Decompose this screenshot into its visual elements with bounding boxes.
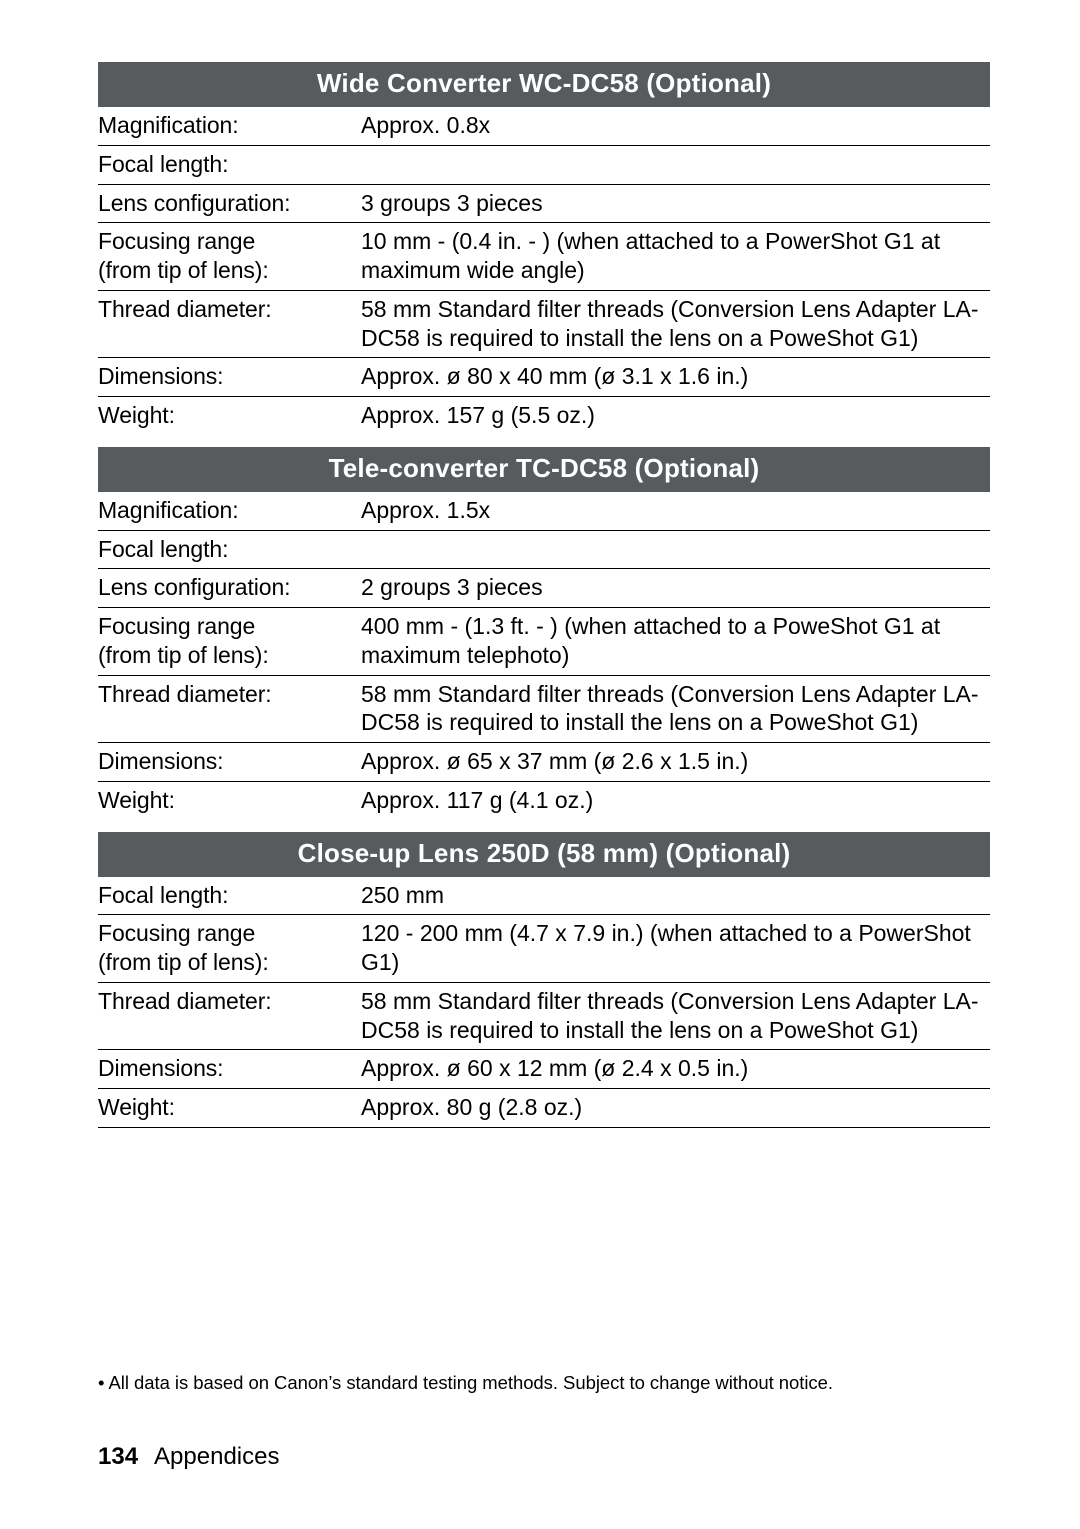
section-header-wide-converter: Wide Converter WC-DC58 (Optional) xyxy=(98,62,990,107)
spec-label: Lens configuration: xyxy=(98,569,361,608)
table-row: Focusing range(from tip of lens): 10 mm … xyxy=(98,223,990,291)
spec-value xyxy=(361,145,990,184)
spec-value: 120 - 200 mm (4.7 x 7.9 in.) (when attac… xyxy=(361,915,990,983)
table-row: Magnification: Approx. 0.8x xyxy=(98,107,990,145)
page-footer: 134 Appendices xyxy=(98,1443,279,1471)
spec-label: Focal length: xyxy=(98,145,361,184)
table-row: Focal length: 250 mm xyxy=(98,877,990,915)
spec-label: Magnification: xyxy=(98,107,361,145)
spec-label: Dimensions: xyxy=(98,1050,361,1089)
spec-value: Approx. 1.5x xyxy=(361,492,990,530)
table-row: Lens configuration: 2 groups 3 pieces xyxy=(98,569,990,608)
spec-value: 58 mm Standard filter threads (Conversio… xyxy=(361,675,990,743)
table-row: Focal length: xyxy=(98,530,990,569)
spec-label: Dimensions: xyxy=(98,743,361,782)
table-row: Thread diameter: 58 mm Standard filter t… xyxy=(98,290,990,358)
spec-label: Thread diameter: xyxy=(98,675,361,743)
spec-label: Thread diameter: xyxy=(98,982,361,1050)
spec-label: Magnification: xyxy=(98,492,361,530)
spec-label: Focal length: xyxy=(98,877,361,915)
spec-value: 10 mm - (0.4 in. - ) (when attached to a… xyxy=(361,223,990,291)
section-header-tele-converter: Tele-converter TC-DC58 (Optional) xyxy=(98,447,990,492)
table-row: Dimensions: Approx. ø 80 x 40 mm (ø 3.1 … xyxy=(98,358,990,397)
footnote-text: • All data is based on Canon’s standard … xyxy=(98,1372,833,1394)
table-row: Dimensions: Approx. ø 65 x 37 mm (ø 2.6 … xyxy=(98,743,990,782)
spec-label: Thread diameter: xyxy=(98,290,361,358)
footer-section-name: Appendices xyxy=(154,1443,279,1470)
spec-label: Focusing range(from tip of lens): xyxy=(98,608,361,676)
table-row: Weight: Approx. 157 g (5.5 oz.) xyxy=(98,397,990,435)
spec-value xyxy=(361,530,990,569)
spec-value: Approx. 117 g (4.1 oz.) xyxy=(361,781,990,819)
table-row: Magnification: Approx. 1.5x xyxy=(98,492,990,530)
spec-label: Weight: xyxy=(98,397,361,435)
table-row: Thread diameter: 58 mm Standard filter t… xyxy=(98,982,990,1050)
table-row: Dimensions: Approx. ø 60 x 12 mm (ø 2.4 … xyxy=(98,1050,990,1089)
spec-value: 250 mm xyxy=(361,877,990,915)
table-row: Focal length: xyxy=(98,145,990,184)
spec-value: Approx. ø 60 x 12 mm (ø 2.4 x 0.5 in.) xyxy=(361,1050,990,1089)
spec-label: Weight: xyxy=(98,1089,361,1128)
spec-label: Focusing range(from tip of lens): xyxy=(98,915,361,983)
spec-label: Focusing range(from tip of lens): xyxy=(98,223,361,291)
spec-table-wide-converter: Magnification: Approx. 0.8x Focal length… xyxy=(98,107,990,435)
page-number: 134 xyxy=(98,1443,138,1470)
section-header-closeup-lens: Close-up Lens 250D (58 mm) (Optional) xyxy=(98,832,990,877)
spec-value: 2 groups 3 pieces xyxy=(361,569,990,608)
spec-page: Wide Converter WC-DC58 (Optional) Magnif… xyxy=(0,0,1080,1529)
spec-label: Weight: xyxy=(98,781,361,819)
spec-value: Approx. 157 g (5.5 oz.) xyxy=(361,397,990,435)
table-row: Weight: Approx. 117 g (4.1 oz.) xyxy=(98,781,990,819)
table-row: Lens configuration: 3 groups 3 pieces xyxy=(98,184,990,223)
table-row: Weight: Approx. 80 g (2.8 oz.) xyxy=(98,1089,990,1128)
spec-value: 400 mm - (1.3 ft. - ) (when attached to … xyxy=(361,608,990,676)
spec-value: Approx. 80 g (2.8 oz.) xyxy=(361,1089,990,1128)
table-row: Thread diameter: 58 mm Standard filter t… xyxy=(98,675,990,743)
spec-value: Approx. 0.8x xyxy=(361,107,990,145)
spec-table-closeup-lens: Focal length: 250 mm Focusing range(from… xyxy=(98,877,990,1128)
spec-label: Focal length: xyxy=(98,530,361,569)
spec-label: Dimensions: xyxy=(98,358,361,397)
spec-value: 3 groups 3 pieces xyxy=(361,184,990,223)
spec-label: Lens configuration: xyxy=(98,184,361,223)
spec-table-tele-converter: Magnification: Approx. 1.5x Focal length… xyxy=(98,492,990,820)
spec-value: 58 mm Standard filter threads (Conversio… xyxy=(361,290,990,358)
spec-value: 58 mm Standard filter threads (Conversio… xyxy=(361,982,990,1050)
spec-value: Approx. ø 65 x 37 mm (ø 2.6 x 1.5 in.) xyxy=(361,743,990,782)
table-row: Focusing range(from tip of lens): 120 - … xyxy=(98,915,990,983)
table-row: Focusing range(from tip of lens): 400 mm… xyxy=(98,608,990,676)
spec-value: Approx. ø 80 x 40 mm (ø 3.1 x 1.6 in.) xyxy=(361,358,990,397)
